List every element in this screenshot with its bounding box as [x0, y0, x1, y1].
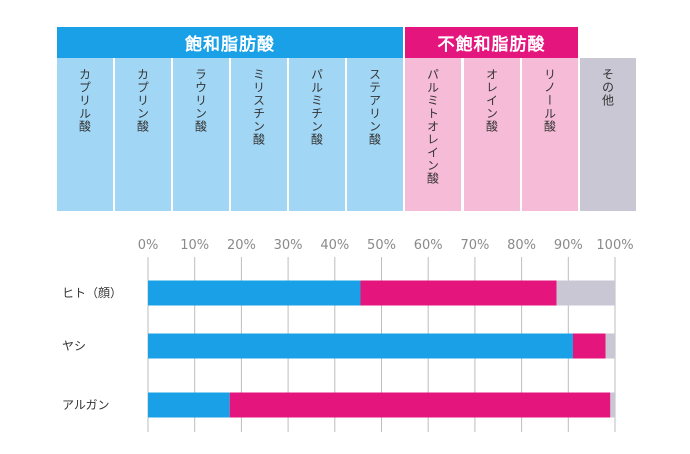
group-header-0: 飽和脂肪酸	[57, 27, 403, 58]
category-label: ヤシ	[62, 339, 86, 353]
x-tick-label: 0%	[138, 238, 159, 253]
acid-column: オレイン酸	[464, 58, 520, 211]
acid-label: ラウリン酸	[193, 68, 208, 133]
acid-label: パルミチン酸	[309, 68, 324, 146]
acid-label: リノール酸	[542, 68, 557, 133]
bar-segment	[610, 392, 615, 418]
acid-column: リノール酸	[522, 58, 578, 211]
bar-segment	[556, 280, 615, 306]
bar-segment	[229, 392, 611, 418]
acid-column: パルミチン酸	[289, 58, 345, 211]
x-tick-label: 70%	[460, 238, 489, 253]
bar-segment	[572, 333, 606, 359]
x-tick-label: 100%	[596, 238, 633, 253]
acid-label: カプリル酸	[77, 68, 92, 133]
acid-label: その他	[600, 68, 615, 107]
acid-label: ステアリン酸	[367, 68, 382, 146]
acid-column: カプリン酸	[115, 58, 171, 211]
x-tick-label: 30%	[274, 238, 303, 253]
x-tick-label: 10%	[180, 238, 209, 253]
acid-column: ミリスチン酸	[231, 58, 287, 211]
bar-segment	[360, 280, 557, 306]
bar-segment	[605, 333, 615, 359]
acid-column: パルミトオレイン酸	[405, 58, 461, 211]
x-tick-label: 90%	[554, 238, 583, 253]
x-tick-label: 50%	[367, 238, 396, 253]
bar-segment	[148, 280, 361, 306]
category-label: アルガン	[62, 398, 110, 412]
acid-label: カプリン酸	[135, 68, 150, 133]
bar-segment	[148, 392, 230, 418]
acid-column: ラウリン酸	[173, 58, 229, 211]
x-tick-label: 20%	[227, 238, 256, 253]
acid-label: ミリスチン酸	[251, 68, 266, 146]
x-tick-label: 60%	[414, 238, 443, 253]
category-label: ヒト（顔）	[62, 285, 122, 300]
acid-column: カプリル酸	[57, 58, 113, 211]
acid-label: オレイン酸	[484, 68, 499, 133]
bar-segment	[148, 333, 573, 359]
acid-column: ステアリン酸	[347, 58, 403, 211]
x-tick-label: 80%	[507, 238, 536, 253]
group-header-1: 不飽和脂肪酸	[405, 27, 578, 58]
acid-label: パルミトオレイン酸	[425, 68, 440, 185]
x-tick-label: 40%	[320, 238, 349, 253]
acid-column: その他	[580, 58, 636, 211]
